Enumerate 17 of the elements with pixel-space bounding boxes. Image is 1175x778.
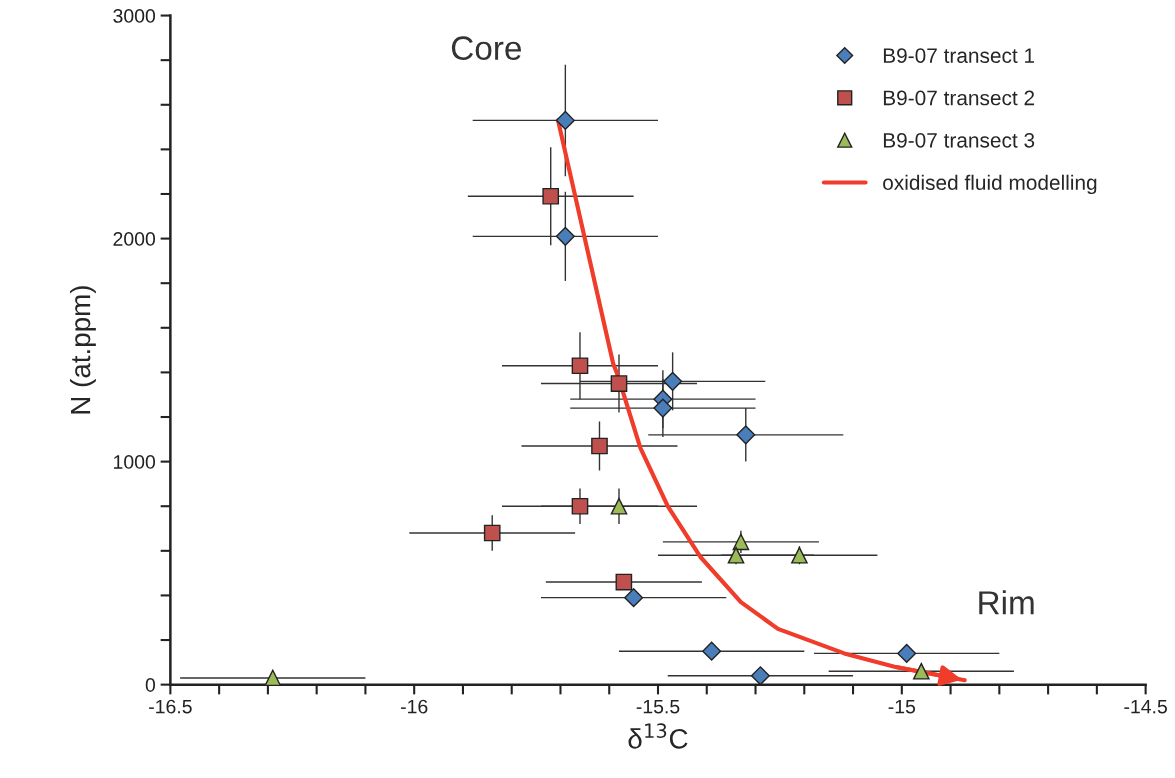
x-tick-label: -15.5 <box>636 699 680 714</box>
legend-label: B9-07 transect 2 <box>883 90 1035 106</box>
legend-label: B9-07 transect 3 <box>883 132 1035 148</box>
annotation: Rim <box>979 590 1034 615</box>
y-tick-label: 3000 <box>113 9 156 23</box>
x-tick-label: -16 <box>401 699 428 714</box>
x-tick-label: -16.5 <box>149 699 192 714</box>
x-axis-title: δ$^{13}$C <box>628 723 688 749</box>
x-tick-label: -15 <box>888 699 916 714</box>
y-tick-label: 1000 <box>114 455 156 469</box>
legend-label: oxidised fluid modelling <box>883 174 1097 195</box>
y-tick-label: 2000 <box>113 232 156 246</box>
annotation: Core <box>451 36 521 60</box>
legend-label: B9-07 transect 1 <box>883 48 1035 63</box>
y-axis-title: N (at.ppm) <box>69 286 96 414</box>
x-tick-label: -14.5 <box>1124 699 1167 714</box>
y-tick-label: 0 <box>145 678 156 692</box>
